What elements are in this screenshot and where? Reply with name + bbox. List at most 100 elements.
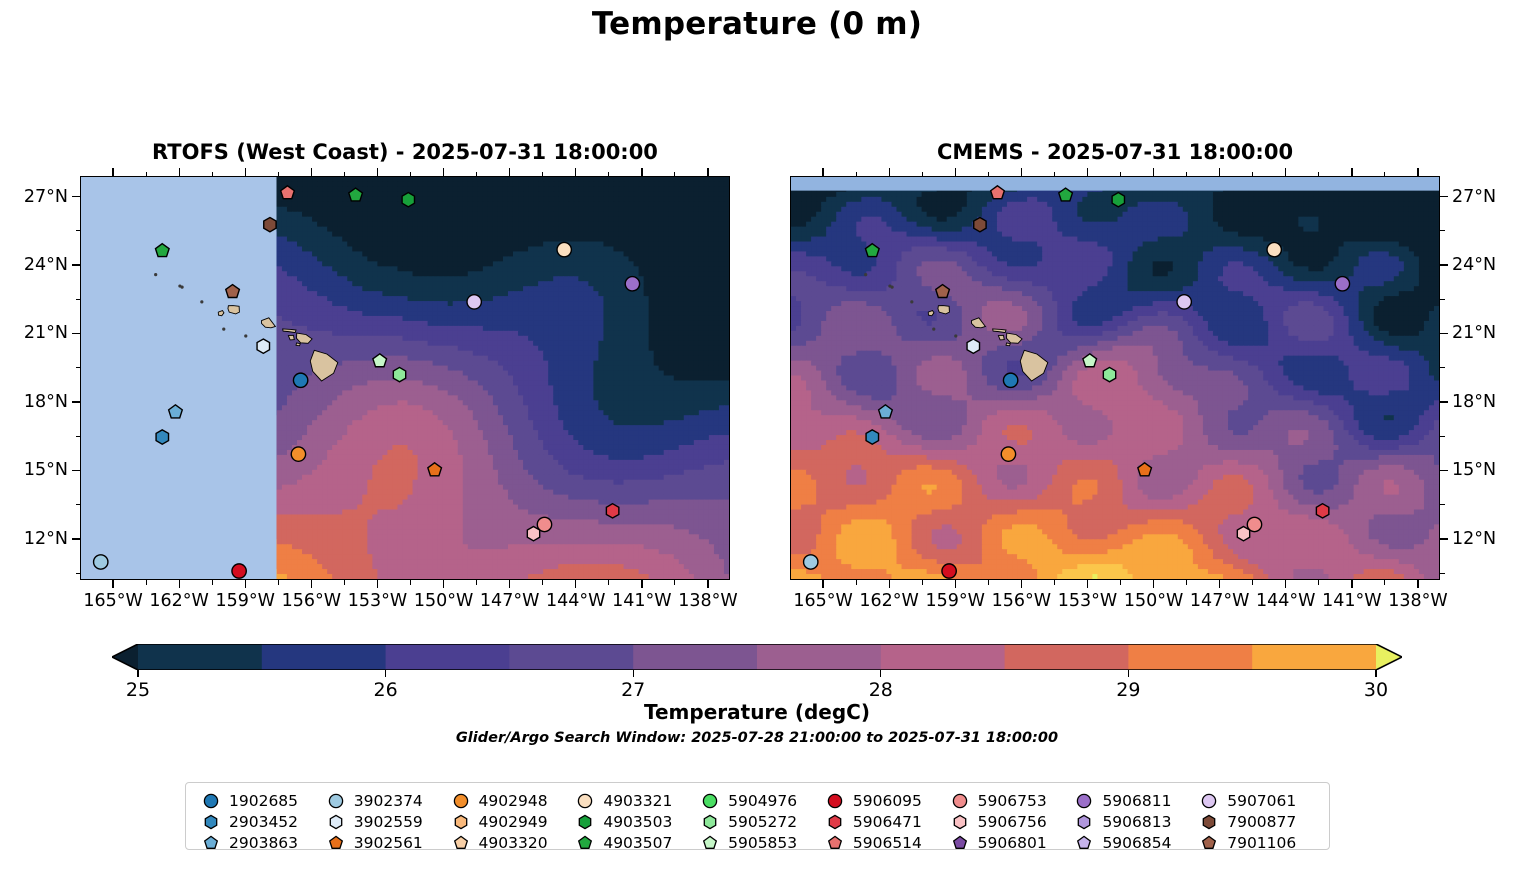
- legend-item-5904976[interactable]: 5904976: [695, 790, 820, 811]
- lon-tick: [1417, 580, 1419, 588]
- legend-item-5906813[interactable]: 5906813: [1069, 811, 1194, 832]
- lon-minor-tick: [476, 580, 478, 585]
- lon-top-minor-tick: [1318, 171, 1320, 176]
- lon-top-tick: [1020, 168, 1023, 176]
- legend-item-4903321[interactable]: 4903321: [570, 790, 695, 811]
- lon-top-tick: [1219, 168, 1221, 176]
- lon-top-minor-tick: [921, 171, 923, 176]
- lat-tick: [1440, 538, 1448, 540]
- lon-top-minor-tick: [343, 171, 345, 176]
- legend-item-2903452[interactable]: 2903452: [196, 811, 321, 832]
- legend-item-3902561[interactable]: 3902561: [321, 832, 446, 853]
- lat-tick: [72, 401, 80, 403]
- legend-item-7900877[interactable]: 7900877: [1194, 811, 1319, 832]
- lon-top-minor-tick: [211, 171, 213, 176]
- legend-label: 4903320: [479, 834, 548, 852]
- legend-label: 5905853: [728, 834, 797, 852]
- legend-marker-hexagon-icon: [703, 814, 717, 829]
- lon-minor-tick: [1318, 580, 1320, 585]
- colorbar-tick-label: 28: [869, 679, 893, 701]
- lon-top-minor-tick: [1186, 171, 1188, 176]
- lat-minor-tick: [1440, 230, 1445, 232]
- legend-item-5906753[interactable]: 5906753: [945, 790, 1070, 811]
- legend-item-5906095[interactable]: 5906095: [820, 790, 945, 811]
- lon-minor-tick: [608, 580, 610, 585]
- legend-marker-circle-icon: [1077, 793, 1092, 808]
- lat-tick-label: 18°N: [0, 392, 68, 412]
- lon-tick-label: 150°W: [414, 591, 473, 611]
- lon-tick-label: 165°W: [83, 591, 142, 611]
- legend-marker-hexagon-icon: [953, 814, 967, 829]
- lon-tick-label: 144°W: [546, 591, 605, 611]
- legend-item-4903320[interactable]: 4903320: [446, 832, 571, 853]
- lon-tick: [376, 580, 379, 588]
- lon-top-tick: [509, 168, 511, 176]
- colorbar-tick-label: 29: [1116, 679, 1140, 701]
- map-panel-cmems[interactable]: [790, 176, 1440, 580]
- lon-minor-tick: [145, 580, 147, 585]
- lon-tick-label: 156°W: [992, 591, 1051, 611]
- legend-item-5906801[interactable]: 5906801: [945, 832, 1070, 853]
- legend-item-2903863[interactable]: 2903863: [196, 832, 321, 853]
- lon-minor-tick: [1120, 580, 1121, 585]
- lon-tick-label: 144°W: [1256, 591, 1315, 611]
- legend-item-5906514[interactable]: 5906514: [820, 832, 945, 853]
- legend-item-4903507[interactable]: 4903507: [570, 832, 695, 853]
- lon-top-tick: [1417, 168, 1419, 176]
- lon-minor-tick: [410, 580, 411, 585]
- colorbar-tick: [1127, 670, 1129, 677]
- lon-top-tick: [888, 168, 890, 176]
- legend-marker-circle-icon: [203, 793, 219, 808]
- lon-top-tick: [376, 168, 379, 176]
- lat-tick-label: 24°N: [0, 255, 68, 275]
- legend-item-7901106[interactable]: 7901106: [1194, 832, 1319, 853]
- lon-top-tick: [1152, 168, 1155, 176]
- legend-label: 4902949: [479, 813, 548, 831]
- legend-item-4903503[interactable]: 4903503: [570, 811, 695, 832]
- figure-title: Temperature (0 m): [0, 6, 1514, 42]
- legend-item-3902374[interactable]: 3902374: [321, 790, 446, 811]
- lon-tick-label: 141°W: [1322, 591, 1381, 611]
- lon-tick-label: 150°W: [1124, 591, 1183, 611]
- legend-label: 3902559: [354, 813, 423, 831]
- legend-item-5905272[interactable]: 5905272: [695, 811, 820, 832]
- float-id-legend[interactable]: 1902685 3902374 4902948 4903321 5904976 59060…: [185, 782, 1330, 853]
- legend-item-5906471[interactable]: 5906471: [820, 811, 945, 832]
- lat-tick-label: 21°N: [0, 323, 68, 343]
- legend-item-4902949[interactable]: 4902949: [446, 811, 571, 832]
- legend-item-5905853[interactable]: 5905853: [695, 832, 820, 853]
- legend-item-4902948[interactable]: 4902948: [446, 790, 571, 811]
- legend-label: 3902561: [354, 834, 423, 852]
- colorbar-tick: [880, 670, 882, 677]
- legend-item-3902559[interactable]: 3902559: [321, 811, 446, 832]
- legend-marker-circle-icon: [1201, 793, 1217, 808]
- lat-minor-tick: [1440, 367, 1445, 369]
- legend-marker-pentagon-icon: [453, 835, 468, 849]
- lat-tick: [72, 538, 80, 540]
- legend-item-5906811[interactable]: 5906811: [1069, 790, 1194, 811]
- lon-top-tick: [822, 168, 824, 176]
- lat-tick-label: 21°N: [1452, 323, 1514, 343]
- legend-item-1902685[interactable]: 1902685: [196, 790, 321, 811]
- lon-tick: [641, 580, 643, 588]
- legend-marker-circle-icon: [702, 793, 718, 808]
- legend-label: 4903507: [603, 834, 672, 852]
- lat-tick-label: 18°N: [1452, 392, 1514, 412]
- lon-top-minor-tick: [1384, 171, 1386, 176]
- lon-top-tick: [1351, 168, 1353, 176]
- legend-label: 5906753: [978, 792, 1047, 810]
- lon-tick: [244, 580, 246, 588]
- colorbar-tick: [137, 670, 139, 677]
- lat-minor-tick: [75, 435, 80, 437]
- lon-top-minor-tick: [1120, 171, 1121, 176]
- legend-item-5907061[interactable]: 5907061: [1194, 790, 1319, 811]
- lon-top-minor-tick: [674, 171, 676, 176]
- legend-item-5906854[interactable]: 5906854: [1069, 832, 1194, 853]
- legend-item-5906756[interactable]: 5906756: [945, 811, 1070, 832]
- colorbar-tick-label: 27: [621, 679, 645, 701]
- map-panel-rtofs[interactable]: [80, 176, 730, 580]
- lat-minor-tick: [75, 230, 80, 232]
- rtofs-field: [81, 177, 729, 579]
- lat-tick: [72, 469, 80, 472]
- lon-minor-tick: [1384, 580, 1386, 585]
